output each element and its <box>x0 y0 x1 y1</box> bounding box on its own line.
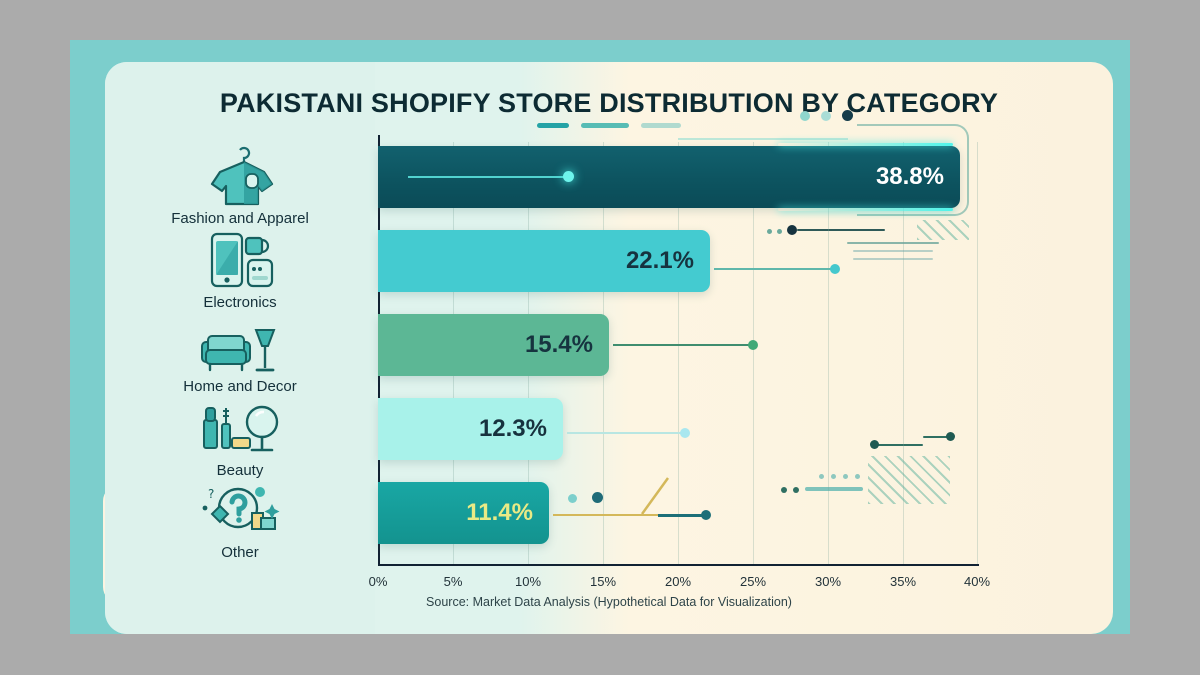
lipstick-mirror-icon <box>203 405 279 452</box>
decorative-dot <box>855 474 860 479</box>
decorative-dot <box>821 111 831 121</box>
decorative-hatch <box>917 220 969 240</box>
x-tick-label: 35% <box>889 574 917 589</box>
source-caption: Source: Market Data Analysis (Hypothetic… <box>426 595 792 609</box>
category-item-home: Home and Decor <box>105 314 375 395</box>
x-tick-label: 25% <box>739 574 767 589</box>
decorative-dot <box>843 474 848 479</box>
decorative-dot <box>793 487 799 493</box>
category-item-fashion: Fashion and Apparel <box>105 146 375 227</box>
title-dash-2 <box>581 123 629 129</box>
category-label: Home and Decor <box>183 378 297 395</box>
bar-glow-accent <box>778 208 953 211</box>
category-label: Electronics <box>203 294 277 311</box>
x-axis-line <box>378 564 979 566</box>
decorative-dot <box>767 229 772 234</box>
title-underline-decoration <box>105 117 1113 135</box>
x-tick-label: 30% <box>814 574 842 589</box>
x-tick-label: 0% <box>368 574 388 589</box>
decorative-bracket <box>857 124 969 216</box>
category-label: Other <box>221 544 259 561</box>
category-label: Fashion and Apparel <box>171 210 309 227</box>
bar-row: 11.4% <box>378 477 978 544</box>
bar-glow-accent <box>778 143 953 146</box>
x-axis-ticks: 0% 5% 10% 15% 20% 25% 30% 35% 40% <box>369 574 990 596</box>
decorative-dot <box>777 229 782 234</box>
question-mark-box-icon: ? <box>202 487 280 530</box>
decorative-rule <box>923 436 951 438</box>
bar-value-label: 11.4% <box>466 499 533 526</box>
gridline <box>828 142 829 566</box>
decorative-dot <box>819 474 824 479</box>
decorative-dot <box>842 110 853 121</box>
svg-text:?: ? <box>208 487 214 501</box>
decorative-dot <box>781 487 787 493</box>
decorative-dot <box>946 432 955 441</box>
bar-glow-line <box>678 138 848 140</box>
x-tick-label: 20% <box>664 574 692 589</box>
bar-row: 12.3% <box>378 398 978 460</box>
decorative-rule <box>875 444 923 446</box>
bar-leader-line <box>658 514 704 517</box>
plot-area: 38.8% 22.1% 15.4% <box>378 135 979 566</box>
decorative-rule <box>797 229 885 231</box>
bar-value-label: 15.4% <box>524 331 593 358</box>
decorative-dot <box>592 492 603 503</box>
gridline <box>753 142 754 566</box>
decorative-rule <box>847 242 939 244</box>
bar-leader-dot <box>680 428 690 438</box>
chart-card: PAKISTANI SHOPIFY STORE DISTRIBUTION BY … <box>105 62 1113 634</box>
bar-leader-dot <box>701 510 711 520</box>
title-dash-1 <box>536 123 569 129</box>
category-item-other: ? Other <box>105 480 375 561</box>
bar-leader-line <box>613 344 750 346</box>
bar-row: 22.1% <box>378 230 978 292</box>
bar-home[interactable]: 15.4% <box>378 314 609 376</box>
decorative-hatch <box>868 456 950 504</box>
x-tick-label: 5% <box>443 574 463 589</box>
decorative-rule <box>853 250 933 252</box>
tshirt-hanger-icon <box>210 146 274 206</box>
bar-value-label: 12.3% <box>478 415 547 442</box>
bar-value-label: 22.1% <box>625 247 694 274</box>
gridline <box>903 142 904 566</box>
gridline <box>977 142 978 566</box>
bar-glow-dot <box>563 171 574 182</box>
decorative-dot <box>800 111 810 121</box>
decorative-dot <box>787 225 797 235</box>
bar-leader-line <box>714 268 832 270</box>
category-item-electronics: Electronics <box>105 230 375 311</box>
gridline <box>678 142 679 566</box>
category-item-beauty: Beauty <box>105 398 375 479</box>
decorative-polyline <box>640 477 670 515</box>
bar-glow-line <box>408 176 568 178</box>
decorative-dot <box>870 440 879 449</box>
category-label: Beauty <box>216 462 264 479</box>
sofa-lamp-icon <box>201 329 276 372</box>
title-dash-3 <box>641 123 682 129</box>
bar-row: 38.8% <box>378 138 978 211</box>
bar-leader-line <box>567 432 683 434</box>
bar-electronics[interactable]: 22.1% <box>378 230 710 292</box>
x-tick-label: 15% <box>589 574 617 589</box>
decorative-dot <box>568 494 577 503</box>
decorative-rule <box>853 258 933 260</box>
decorative-dot <box>831 474 836 479</box>
bar-value-label: 38.8% <box>875 163 944 190</box>
bar-other[interactable]: 11.4% <box>378 482 549 544</box>
bar-leader-dot <box>830 264 840 274</box>
bar-beauty[interactable]: 12.3% <box>378 398 563 460</box>
page-title: PAKISTANI SHOPIFY STORE DISTRIBUTION BY … <box>219 88 999 118</box>
bar-leader-line <box>553 514 658 516</box>
smartphone-device-icon <box>210 232 274 288</box>
bar-leader-dot <box>748 340 758 350</box>
x-tick-label: 10% <box>514 574 542 589</box>
x-tick-label: 40% <box>963 574 991 589</box>
decorative-rule <box>805 487 863 491</box>
bar-row: 15.4% <box>378 314 978 376</box>
